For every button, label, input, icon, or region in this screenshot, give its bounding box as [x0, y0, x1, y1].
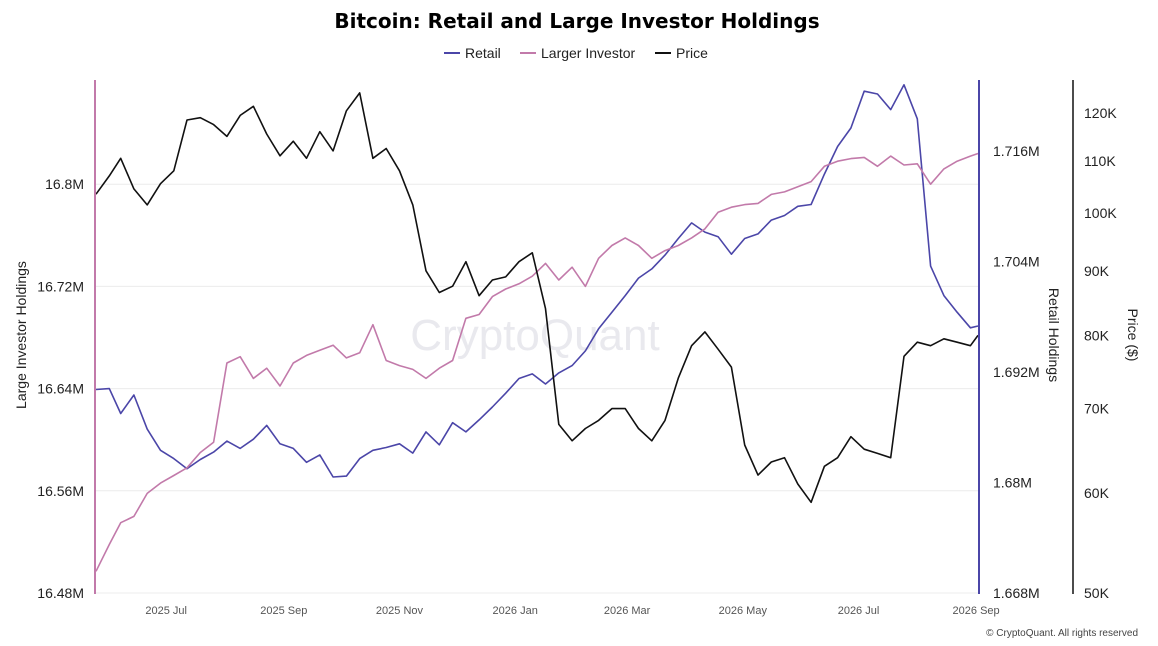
price-tick-label: 120K — [1084, 105, 1117, 121]
axes-layer: 16.48M 16.56M 16.64M 16.72M 16.8M 1.668M 1.68M… — [37, 80, 1117, 617]
right-tick-label: 1.668M — [993, 585, 1040, 601]
price-axis-title: Price ($) — [1125, 309, 1141, 362]
legend-item-price[interactable]: Price — [676, 45, 708, 61]
watermark: CryptoQuant — [410, 311, 659, 360]
left-tick-label: 16.56M — [37, 483, 84, 499]
x-tick-label: 2025 Nov — [376, 605, 424, 617]
x-tick-label: 2026 Sep — [953, 605, 1000, 617]
right-tick-label: 1.68M — [993, 475, 1032, 491]
x-tick-label: 2026 Jan — [493, 605, 538, 617]
right-tick-label: 1.692M — [993, 364, 1040, 380]
left-tick-label: 16.72M — [37, 278, 84, 294]
right-tick-label: 1.704M — [993, 254, 1040, 270]
left-tick-label: 16.48M — [37, 585, 84, 601]
x-tick-label: 2026 Mar — [604, 605, 651, 617]
price-tick-label: 80K — [1084, 327, 1110, 343]
legend[interactable]: Retail Larger Investor Price — [444, 45, 708, 61]
x-tick-label: 2025 Jul — [145, 605, 187, 617]
price-tick-label: 100K — [1084, 205, 1117, 221]
series-line-retail — [95, 84, 979, 478]
x-tick-label: 2025 Sep — [260, 605, 307, 617]
gridlines — [96, 183, 978, 594]
x-tick-label: 2026 May — [719, 605, 768, 617]
series-layer — [95, 84, 979, 572]
left-tick-label: 16.8M — [45, 176, 84, 192]
right-axis-title: Retail Holdings — [1046, 288, 1062, 382]
legend-item-retail[interactable]: Retail — [465, 45, 501, 61]
x-tick-label: 2026 Jul — [838, 605, 880, 617]
series-line-larger-investor — [95, 152, 979, 572]
price-tick-label: 50K — [1084, 585, 1110, 601]
series-line-price — [95, 92, 979, 504]
chart-title: Bitcoin: Retail and Large Investor Holdi… — [334, 9, 819, 33]
left-axis-title: Large Investor Holdings — [13, 261, 29, 409]
price-tick-label: 90K — [1084, 263, 1110, 279]
right-tick-label: 1.716M — [993, 143, 1040, 159]
price-tick-label: 110K — [1084, 153, 1116, 169]
price-tick-label: 60K — [1084, 485, 1110, 501]
left-tick-label: 16.64M — [37, 381, 84, 397]
legend-item-larger-investor[interactable]: Larger Investor — [541, 45, 635, 61]
copyright: © CryptoQuant. All rights reserved — [986, 628, 1138, 639]
price-tick-label: 70K — [1084, 401, 1110, 417]
